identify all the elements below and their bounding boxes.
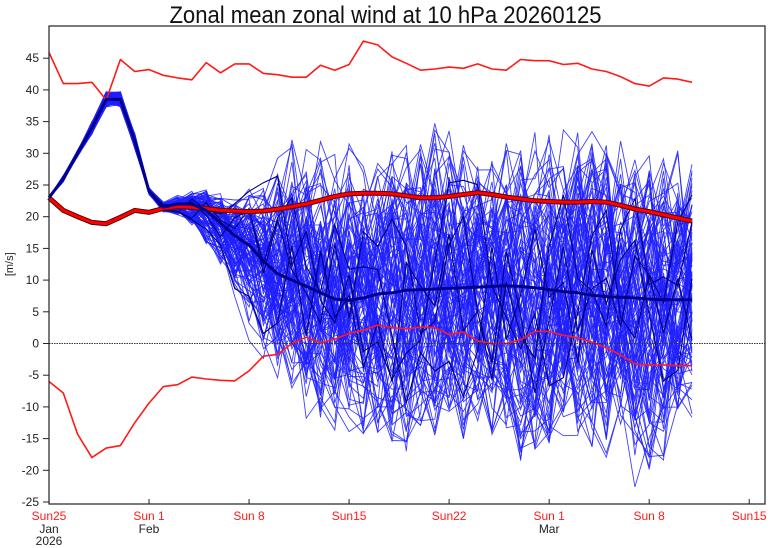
- y-axis-label: [m/s]: [4, 252, 16, 276]
- x-year-label: 2026: [36, 534, 63, 548]
- y-tick-label: 35: [26, 115, 40, 129]
- ensemble-member-line: [48, 98, 693, 399]
- historical-min-line: [48, 324, 692, 459]
- x-tick-label: Sun15: [332, 509, 367, 523]
- x-month-label: Jan: [39, 522, 58, 536]
- x-tick-label: Sun 8: [634, 509, 666, 523]
- x-tick-label: Sun25: [32, 509, 67, 523]
- y-tick-label: 5: [32, 305, 39, 319]
- y-tick-label: 15: [26, 241, 40, 255]
- y-tick-label: 30: [26, 146, 40, 160]
- x-tick-label: Sun 8: [233, 509, 265, 523]
- y-tick-label: -25: [22, 495, 40, 509]
- y-axis: 45 40 35 30 25 20 15 10 5 0 -5 -10 -15 -20 -25: [22, 51, 49, 509]
- ensemble-member-line: [48, 93, 693, 451]
- x-tick-label: Sun22: [432, 509, 467, 523]
- historical-max-line: [48, 40, 693, 101]
- ensemble-members: [48, 91, 693, 488]
- y-tick-label: -15: [22, 432, 40, 446]
- y-tick-label: -10: [22, 400, 40, 414]
- chart-title: Zonal mean zonal wind at 10 hPa 20260125: [169, 2, 602, 29]
- plot-frame: [48, 25, 766, 505]
- climatology-line: [48, 191, 693, 226]
- y-tick-label: 40: [26, 83, 40, 97]
- x-month-label: Mar: [539, 522, 560, 536]
- y-tick-label: -5: [28, 368, 39, 382]
- y-tick-label: 0: [32, 337, 39, 351]
- y-tick-label: 45: [26, 51, 40, 65]
- series-lines: [47, 40, 693, 459]
- x-month-label: Feb: [139, 522, 160, 536]
- y-tick-label: 10: [26, 273, 40, 287]
- x-tick-label: Sun15: [732, 509, 767, 523]
- y-tick-label: 20: [26, 210, 40, 224]
- x-tick-label: Sun 1: [133, 509, 165, 523]
- y-tick-label: 25: [26, 178, 40, 192]
- x-tick-label: Sun 1: [533, 509, 565, 523]
- y-tick-label: -20: [22, 463, 40, 477]
- ensemble-mean-line: [47, 97, 692, 302]
